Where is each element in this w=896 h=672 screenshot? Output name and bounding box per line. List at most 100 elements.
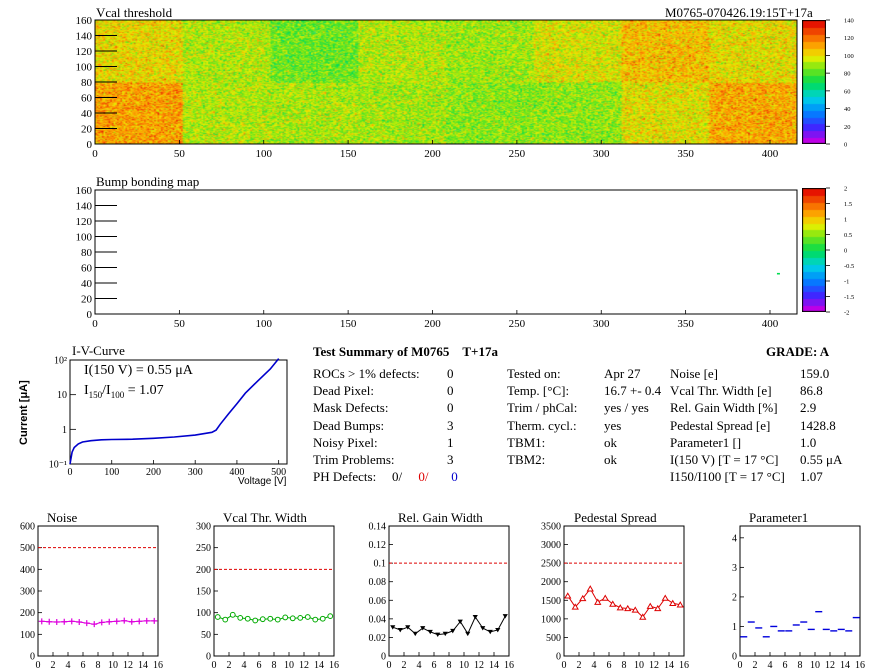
roc-data-point xyxy=(676,601,684,608)
palette-tick-label: 140 xyxy=(844,18,854,25)
roc-y-tick-label: 0.1 xyxy=(374,559,387,570)
map-y-tick-label: 120 xyxy=(76,216,93,228)
roc-y-tick-label: 3 xyxy=(732,563,737,574)
vcal-heatmap xyxy=(95,20,797,144)
iv-ratio-a: I xyxy=(84,383,89,398)
roc-data-point xyxy=(616,604,624,611)
roc-x-tick-label: 0 xyxy=(562,660,567,671)
roc-x-tick-label: 2 xyxy=(402,660,407,671)
map-y-tick-label: 80 xyxy=(81,247,93,259)
map-x-tick-label: 100 xyxy=(256,148,273,160)
roc-data-point xyxy=(412,631,418,637)
roc-series-line xyxy=(567,587,681,618)
map-x-tick-label: 50 xyxy=(174,148,186,160)
roc-y-tick-label: 300 xyxy=(20,587,35,598)
roc-data-point xyxy=(465,631,471,637)
iv-plot: 0 100 200 300 400 500 10⁻¹ 1 10 10² xyxy=(49,356,288,478)
roc-x-tick-label: 16 xyxy=(329,660,339,671)
roc-y-tick-label: 3000 xyxy=(541,540,561,551)
roc-x-tick-label: 10 xyxy=(634,660,644,671)
roc-x-tick-label: 2 xyxy=(227,660,232,671)
roc-plot-frame xyxy=(388,525,510,657)
iv-x-tick-label: 0 xyxy=(68,467,73,478)
iv-title: I-V-Curve xyxy=(72,343,125,358)
test-info-value: yes xyxy=(604,417,622,433)
parameter-label: Vcal Thr. Width [e] xyxy=(670,383,772,399)
roc-data-point xyxy=(390,625,396,630)
roc-data-point xyxy=(609,600,617,607)
iv-note-ratio: I150/I100 = 1.07 xyxy=(84,383,164,400)
ph-defects-label: PH Defects: xyxy=(313,469,377,484)
parameter-label: I(150 V) [T = 17 °C] xyxy=(670,452,779,467)
map-y-tick-label: 80 xyxy=(81,77,93,89)
map-y-tick-label: 40 xyxy=(81,108,93,120)
roc-y-tick-label: 1000 xyxy=(541,614,561,625)
noise-title: Noise xyxy=(47,510,78,525)
ph-value-1: 0/ xyxy=(392,469,403,484)
roc-data-point xyxy=(586,585,594,592)
map-x-tick-label: 350 xyxy=(677,318,694,330)
iv-x-tick-label: 300 xyxy=(188,467,203,478)
roc-y-tick-label: 0 xyxy=(732,652,737,663)
map-y-tick-label: 160 xyxy=(76,15,93,27)
grade-label: GRADE: A xyxy=(766,344,830,359)
summary-title-text: Test Summary of M0765 xyxy=(313,344,450,359)
map-x-tick-label: 150 xyxy=(340,148,357,160)
iv-x-tick-label: 500 xyxy=(271,467,286,478)
roc-x-tick-label: 14 xyxy=(314,660,324,671)
summary-row-label: Dead Pixel: xyxy=(313,383,375,399)
roc-data-point xyxy=(571,603,579,610)
palette-tick-label: 100 xyxy=(844,53,854,60)
iv-y-tick-label: 10⁻¹ xyxy=(49,460,67,471)
roc-x-tick-label: 16 xyxy=(679,660,689,671)
roc-data-point xyxy=(420,626,426,631)
summary-row-label: Mask Defects: xyxy=(313,400,389,416)
map-y-tick-label: 20 xyxy=(81,294,93,306)
roc-y-tick-label: 4 xyxy=(732,533,737,544)
map-y-tick-label: 60 xyxy=(81,93,93,105)
roc-data-point xyxy=(427,629,433,635)
roc-y-tick-label: 0 xyxy=(30,652,35,663)
roc-y-tick-label: 500 xyxy=(546,633,561,644)
roc-y-tick-label: 600 xyxy=(20,522,35,533)
roc-x-tick-label: 0 xyxy=(36,660,41,671)
map-x-tick-label: 100 xyxy=(256,318,273,330)
roc-x-tick-label: 8 xyxy=(447,660,452,671)
roc-x-tick-label: 14 xyxy=(138,660,148,671)
roc-y-tick-label: 0.14 xyxy=(369,522,387,533)
summary-row-label: Noisy Pixel: xyxy=(313,434,378,450)
roc-data-point xyxy=(252,617,259,624)
roc-data-point xyxy=(128,618,135,625)
map-x-tick-label: 300 xyxy=(593,148,610,160)
roc-data-point xyxy=(495,628,501,633)
vcal-map-module-label: M0765-070426.19:15T+17a xyxy=(665,5,813,20)
map-y-tick-label: 140 xyxy=(76,31,93,43)
roc-data-point xyxy=(106,618,113,625)
roc-data-point xyxy=(304,614,311,620)
roc-y-tick-label: 1500 xyxy=(541,596,561,607)
roc-x-tick-label: 4 xyxy=(592,660,597,671)
roc-data-point xyxy=(405,625,411,630)
roc-data-point xyxy=(480,626,486,631)
roc-y-tick-label: 2000 xyxy=(541,577,561,588)
parameter-label: Noise [e] xyxy=(670,366,719,381)
roc-x-tick-label: 16 xyxy=(855,660,865,671)
iv-x-tick-label: 400 xyxy=(229,467,244,478)
roc-data-point xyxy=(594,598,602,605)
bump-map-title: Bump bonding map xyxy=(96,174,200,189)
roc-data-point xyxy=(136,618,143,625)
palette-tick-label: 1 xyxy=(844,217,847,224)
palette-tick-label: 0 xyxy=(844,248,847,255)
map-x-tick-label: 300 xyxy=(593,318,610,330)
roc-y-tick-label: 0.04 xyxy=(369,614,387,625)
ph-value-3: 0 xyxy=(451,469,458,484)
roc-data-point xyxy=(113,618,120,625)
parameter-value: 159.0 xyxy=(800,366,830,381)
roc-data-point xyxy=(450,628,456,634)
roc-data-point xyxy=(267,615,274,622)
iv-frame xyxy=(69,359,288,465)
roc-x-tick-label: 2 xyxy=(51,660,56,671)
